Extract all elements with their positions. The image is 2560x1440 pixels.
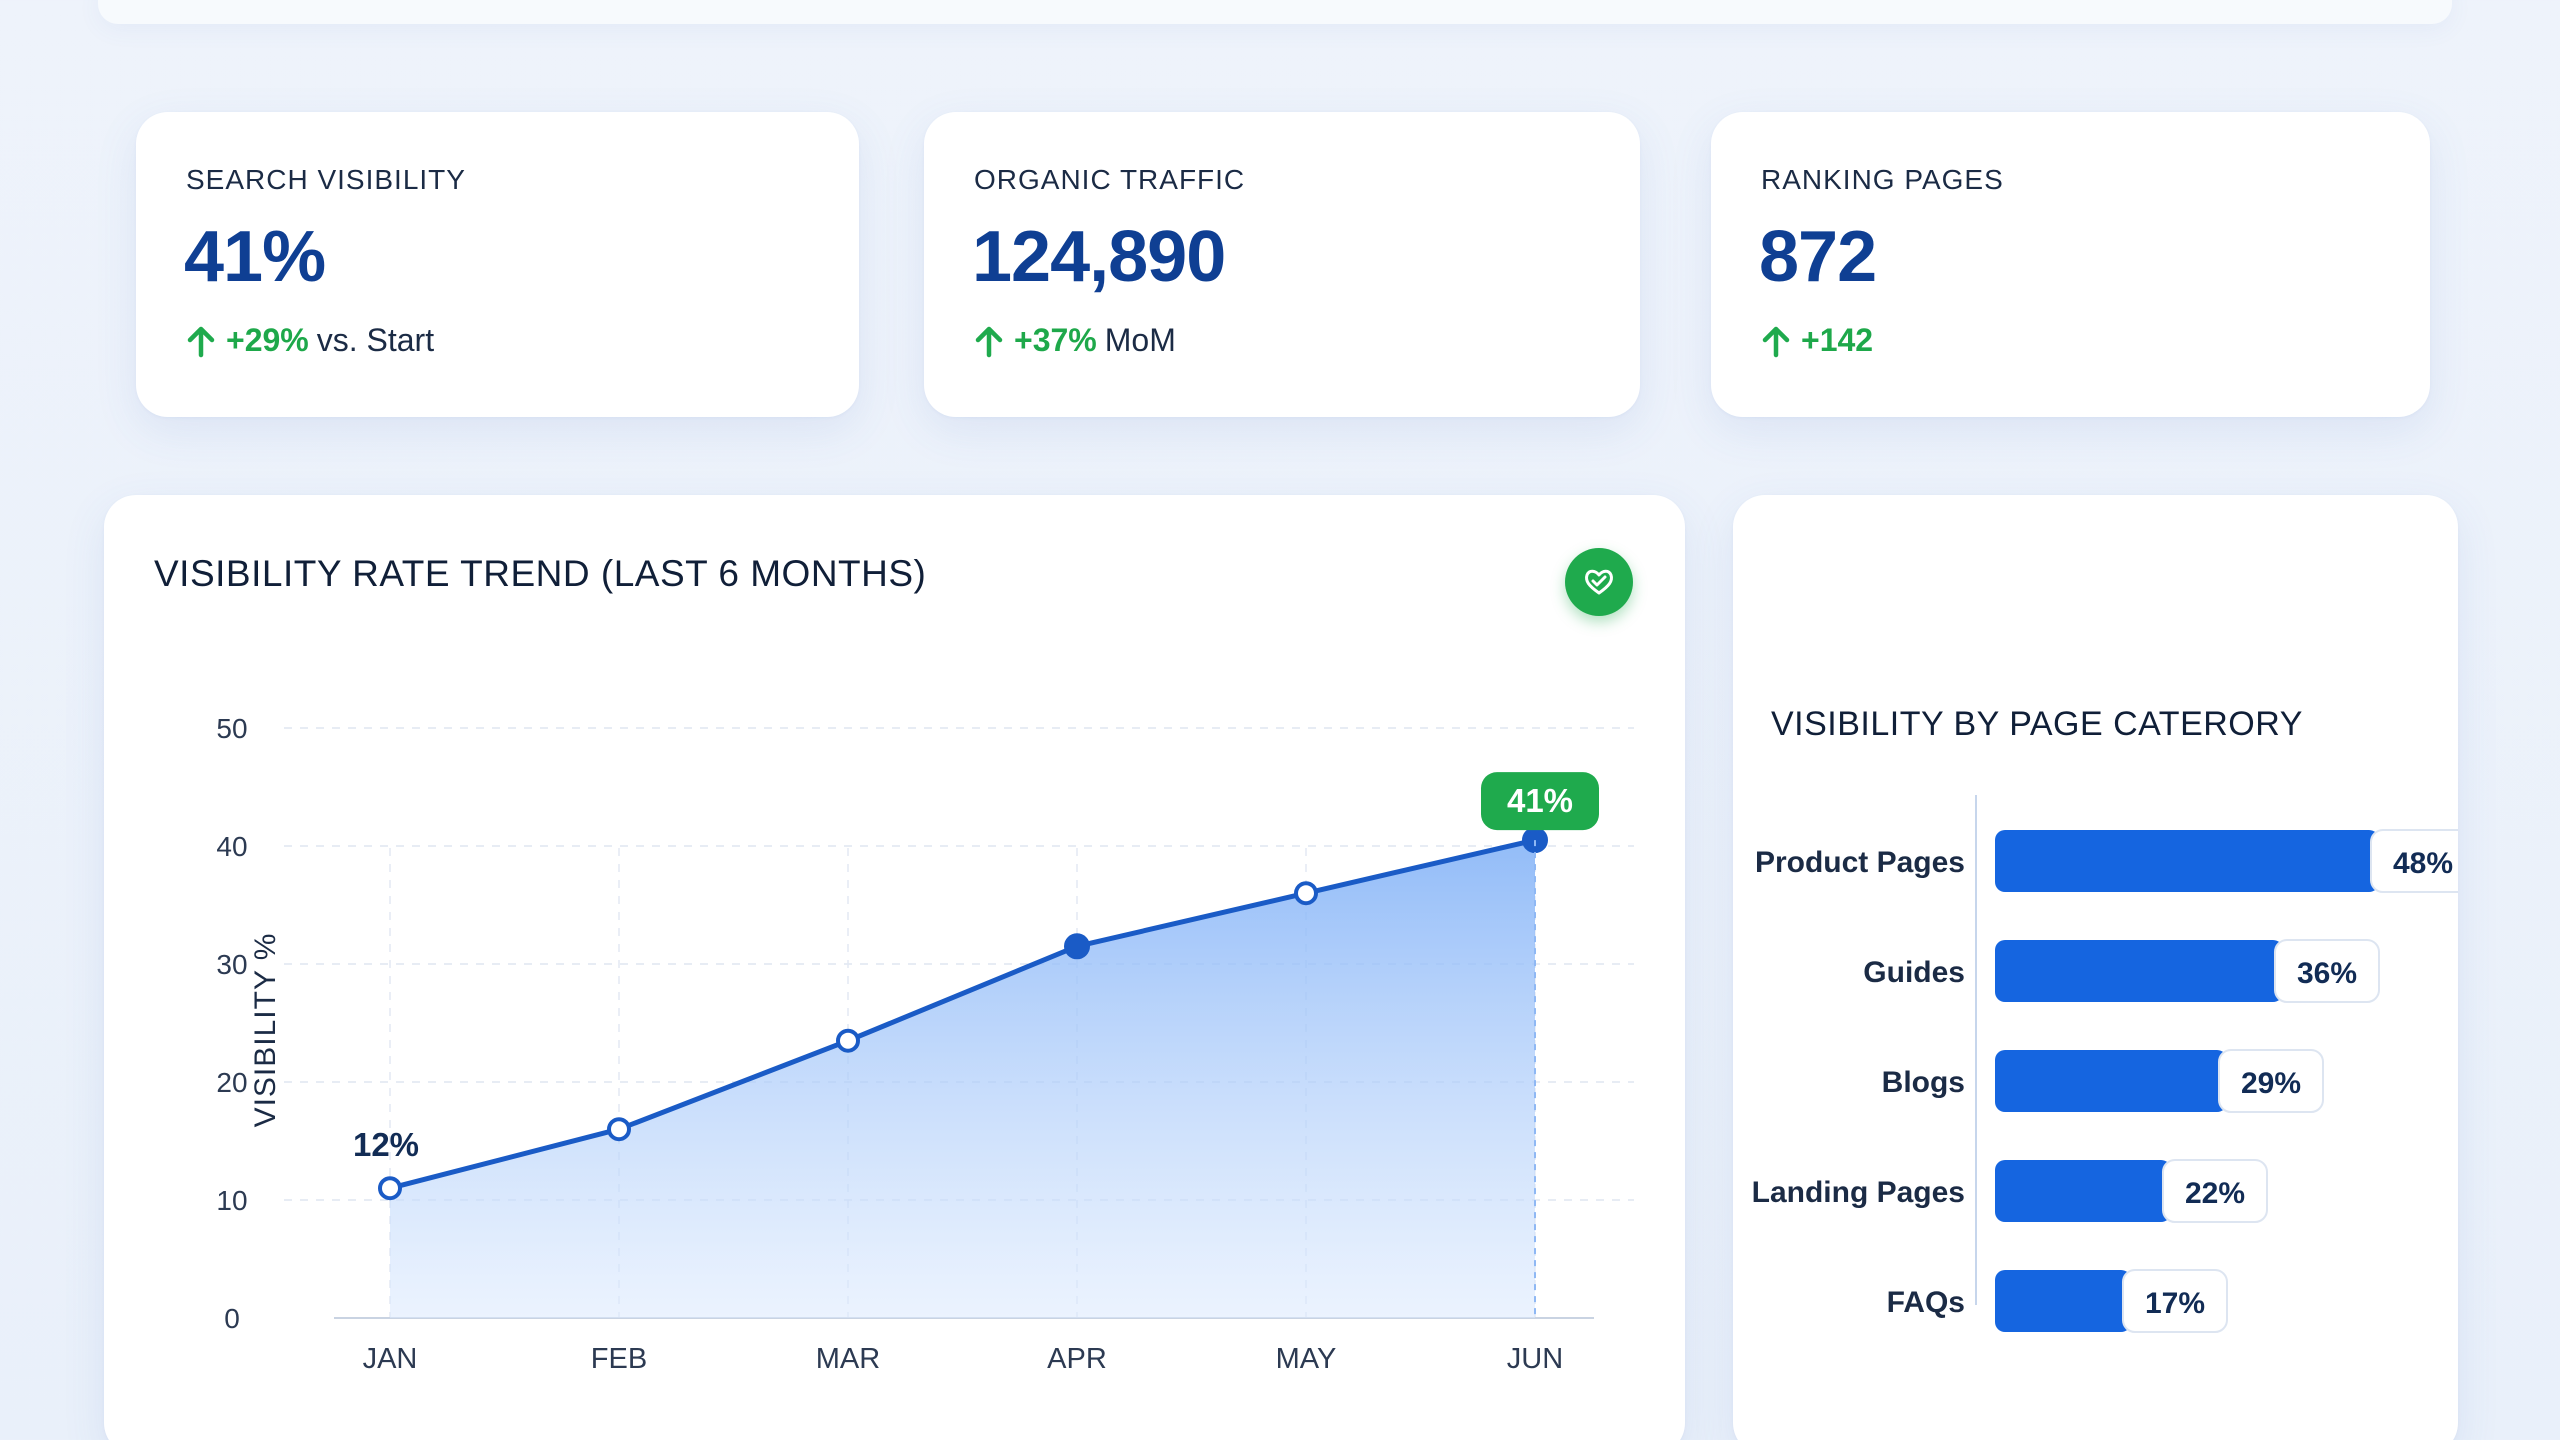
- visibility-trend-card: VISIBILITY RATE TREND (LAST 6 MONTHS) 0 1…: [104, 495, 1685, 1440]
- category-label: Blogs: [1882, 1066, 1965, 1099]
- bar-value-label: 29%: [2241, 1067, 2301, 1100]
- bar-value-label: 48%: [2393, 847, 2453, 880]
- kpi-card-ranking-pages: RANKING PAGES 872 +142: [1711, 112, 2430, 417]
- kpi-label: RANKING PAGES: [1761, 164, 2004, 195]
- kpi-label: ORGANIC TRAFFIC: [974, 164, 1246, 195]
- kpi-card-organic-traffic: ORGANIC TRAFFIC 124,890 +37% MoM: [924, 112, 1640, 417]
- chart-title: VISIBILITY RATE TREND (LAST 6 MONTHS): [154, 553, 927, 594]
- bar-value-badge: [2274, 939, 2380, 1003]
- data-point: [1064, 933, 1090, 960]
- kpi-value: 872: [1759, 217, 1877, 297]
- kpi-value: 124,890: [972, 217, 1226, 297]
- data-point: [1522, 827, 1548, 854]
- data-label: 41%: [1507, 782, 1573, 819]
- kpi-delta-value: +142: [1801, 322, 1874, 358]
- heart-check-icon[interactable]: [1565, 548, 1633, 616]
- kpi-delta-note: vs. Start: [316, 322, 435, 358]
- bar-value-badge: [2370, 829, 2458, 893]
- category-title: VISIBILITY BY PAGE CATERORY: [1771, 705, 2303, 743]
- kpi-label: SEARCH VISIBILITY: [186, 164, 466, 195]
- area-fill: [390, 840, 1535, 1318]
- data-point: [607, 1117, 631, 1142]
- y-tick-label: 10: [216, 1185, 247, 1216]
- kpi-delta: +142: [1759, 322, 1881, 359]
- bar: [1995, 830, 2379, 892]
- bar: [1995, 1050, 2227, 1112]
- data-point: [378, 1176, 402, 1201]
- bar-value-label: 17%: [2145, 1287, 2205, 1320]
- category-label: Guides: [1863, 956, 1965, 989]
- data-label: 12%: [353, 1126, 419, 1163]
- top-panel-edge: [98, 0, 2452, 24]
- bar-value-badge: [2218, 1049, 2324, 1113]
- category-bar-chart: Product Pages 48% Guides 36% Blogs 29% Landing…: [1752, 795, 2458, 1333]
- category-label: Product Pages: [1755, 846, 1965, 879]
- series-line: [389, 837, 1536, 1191]
- y-tick-label: 20: [216, 1067, 247, 1098]
- x-tick-label: MAY: [1276, 1343, 1337, 1375]
- arrow-up-icon: [1762, 326, 1790, 357]
- bar-value-label: 22%: [2185, 1177, 2245, 1210]
- x-tick-label: MAR: [816, 1343, 880, 1375]
- y-tick-label: 0: [224, 1303, 240, 1334]
- kpi-delta-value: +29%: [226, 322, 309, 358]
- category-card: VISIBILITY BY PAGE CATERORY Product Page…: [1733, 495, 2458, 1440]
- x-tick-label: JUN: [1507, 1343, 1563, 1375]
- data-point: [1294, 881, 1318, 906]
- x-tick-label: JAN: [363, 1343, 418, 1375]
- arrow-up-icon: [975, 326, 1003, 357]
- category-label: Landing Pages: [1752, 1176, 1965, 1209]
- y-tick-label: 40: [216, 831, 247, 862]
- bar-value-badge: [2122, 1269, 2228, 1333]
- kpi-card-search-visibility: SEARCH VISIBILITY 41% +29% vs. Start: [136, 112, 859, 417]
- category-label: FAQs: [1887, 1286, 1965, 1319]
- kpi-delta: +29% vs. Start: [184, 322, 434, 359]
- trend-chart: 0 10 20 30 40 50 JAN FEB MAR APR MAY JUN VISIBILITY …: [216, 713, 1634, 1375]
- bar-value-badge: [2162, 1159, 2268, 1223]
- y-axis-label: VISIBILITY %: [249, 933, 282, 1128]
- bar: [1995, 1270, 2131, 1332]
- bar: [1995, 940, 2283, 1002]
- bar: [1995, 1160, 2171, 1222]
- kpi-delta: +37% MoM: [972, 322, 1176, 359]
- x-tick-label: FEB: [591, 1343, 647, 1375]
- y-tick-label: 50: [216, 713, 247, 744]
- x-tick-label: APR: [1047, 1343, 1107, 1375]
- arrow-up-icon: [187, 326, 215, 357]
- bar-value-label: 36%: [2297, 957, 2357, 990]
- data-label-badge: [1481, 772, 1599, 831]
- kpi-delta-value: +37%: [1014, 322, 1097, 358]
- data-point: [836, 1028, 860, 1053]
- kpi-delta-note: MoM: [1104, 322, 1176, 358]
- kpi-value: 41%: [184, 217, 326, 297]
- y-tick-label: 30: [216, 949, 247, 980]
